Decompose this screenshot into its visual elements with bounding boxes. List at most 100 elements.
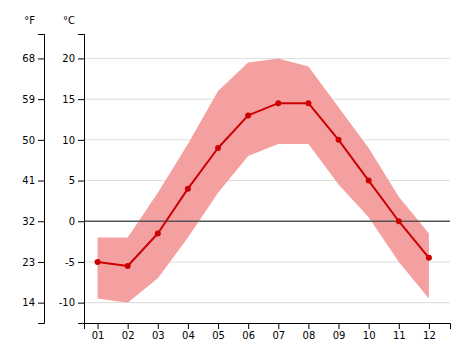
tick-label: 05 [212, 330, 225, 341]
marker [155, 230, 161, 236]
tick: 14 [22, 297, 44, 308]
tick: 07 [272, 323, 285, 341]
tick: 32 [22, 216, 44, 227]
tick-label: 23 [22, 257, 35, 268]
axis-line [78, 35, 85, 324]
marker [305, 100, 311, 106]
tick-label: 02 [122, 330, 135, 341]
tick-mark [429, 323, 430, 329]
tick: 04 [182, 323, 195, 341]
grid-line [84, 180, 450, 181]
tick-mark [38, 140, 44, 141]
tick: 03 [152, 323, 165, 341]
line [98, 103, 429, 266]
marker [336, 137, 342, 143]
marker [275, 100, 281, 106]
tick: 68 [22, 53, 44, 64]
tick: 20 [62, 53, 84, 64]
tick: 10 [363, 323, 376, 341]
y2-axis: 68 59 50 41 32 23 14 [22, 35, 44, 324]
tick-label: 03 [152, 330, 165, 341]
marker [125, 263, 131, 269]
tick-label: 01 [92, 330, 105, 341]
axis-line [85, 324, 451, 330]
tick-label: 04 [182, 330, 195, 341]
tick-label: 06 [242, 330, 255, 341]
tick-label: 68 [22, 53, 35, 64]
tick-mark [158, 323, 159, 329]
axis-line [38, 35, 45, 324]
grid-line [84, 302, 450, 303]
tick: 01 [92, 323, 105, 341]
tick-label: 07 [272, 330, 285, 341]
marker [185, 186, 191, 192]
tick-label: -5 [65, 257, 75, 268]
tick: 5 [69, 175, 84, 186]
tick-mark [399, 323, 400, 329]
tick-label: 10 [62, 135, 75, 146]
tick-mark [248, 323, 249, 329]
tick-mark [188, 323, 189, 329]
tick: 05 [212, 323, 225, 341]
tick: 50 [22, 135, 44, 146]
tick-mark [38, 181, 44, 182]
tick-label: 59 [22, 94, 35, 105]
plot-lines [95, 100, 432, 269]
zero-line [84, 221, 450, 222]
range-band [98, 58, 429, 302]
tick-label: 5 [69, 175, 75, 186]
marker [396, 218, 402, 224]
tick-mark [128, 323, 129, 329]
tick-mark [38, 303, 44, 304]
tick: 59 [22, 94, 44, 105]
zero-line-group [84, 221, 450, 222]
tick-mark [38, 221, 44, 222]
tick: 06 [242, 323, 255, 341]
tick-mark [78, 99, 84, 100]
chart: 01020304050607080910111220151050-5-10685… [0, 0, 474, 355]
tick-mark [308, 323, 309, 329]
tick: 15 [62, 94, 84, 105]
tick-mark [38, 262, 44, 263]
marker [215, 145, 221, 151]
marker [95, 259, 101, 265]
tick-label: 0 [69, 216, 75, 227]
tick-mark [278, 323, 279, 329]
grid-line [84, 58, 450, 59]
y-axis: 20 15 10 5 0 -5 -10 [59, 35, 85, 324]
marker [245, 112, 251, 118]
tick: 09 [333, 323, 346, 341]
tick-label: 50 [22, 135, 35, 146]
tick-mark [78, 221, 84, 222]
tick-mark [218, 323, 219, 329]
tick-mark [98, 323, 99, 329]
tick-mark [78, 181, 84, 182]
grid [84, 58, 450, 302]
x-axis: 01 02 03 04 05 06 07 08 09 10 11 12 [85, 323, 451, 341]
tick: 23 [22, 257, 44, 268]
tick-label: 09 [333, 330, 346, 341]
axis-title: °C [63, 15, 75, 26]
tick-label: 11 [393, 330, 406, 341]
plot-areas [98, 58, 429, 302]
tick-mark [78, 262, 84, 263]
tick-mark [78, 58, 84, 59]
tick: -5 [65, 257, 84, 268]
tick: 08 [303, 323, 316, 341]
tick: 02 [122, 323, 135, 341]
tick: 12 [423, 323, 436, 341]
tick: 41 [22, 175, 44, 186]
tick-mark [38, 99, 44, 100]
tick: 0 [69, 216, 84, 227]
tick: -10 [59, 297, 84, 308]
tick-label: 41 [22, 175, 35, 186]
tick-mark [78, 303, 84, 304]
tick-label: -10 [59, 297, 75, 308]
tick-label: 32 [22, 216, 35, 227]
tick: 11 [393, 323, 406, 341]
axis-title: °F [24, 15, 35, 26]
tick-mark [78, 140, 84, 141]
marker [426, 255, 432, 261]
tick-label: 15 [62, 94, 75, 105]
tick-label: 08 [303, 330, 316, 341]
